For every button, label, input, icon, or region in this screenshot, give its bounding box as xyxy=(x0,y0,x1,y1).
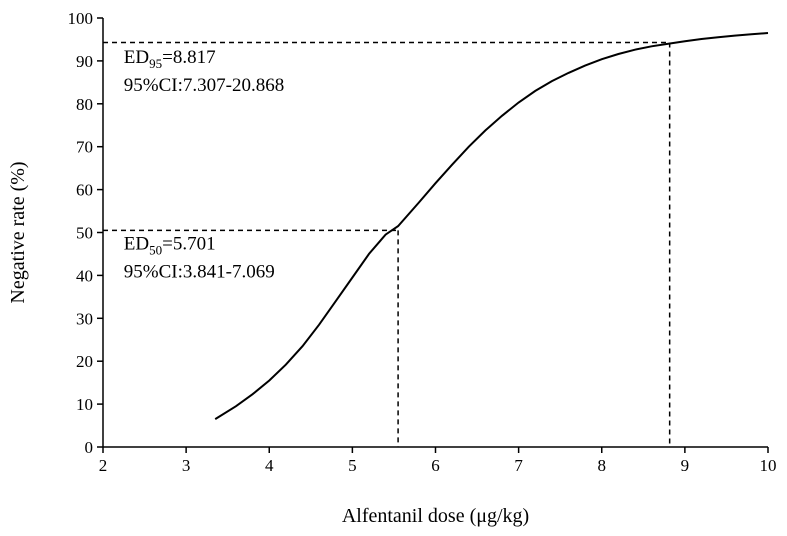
y-tick-label: 80 xyxy=(76,95,93,114)
x-tick-label: 7 xyxy=(514,456,523,475)
y-tick-label: 100 xyxy=(68,9,94,28)
ed-subscript: 50 xyxy=(149,243,162,258)
x-tick-label: 10 xyxy=(760,456,777,475)
axes: 2 3 4 5 6 7 8 9 10 0 10 20 30 40 50 60 70 80 90 100 xyxy=(68,9,777,475)
ed-prefix: ED xyxy=(124,234,149,255)
x-tick-label: 5 xyxy=(348,456,357,475)
x-tick-label: 9 xyxy=(681,456,690,475)
y-tick-label: 90 xyxy=(76,52,93,71)
ed-prefix: ED xyxy=(124,47,149,68)
y-tick-label: 10 xyxy=(76,395,93,414)
y-tick-label: 0 xyxy=(85,438,94,457)
ed-label: ED95=8.817 xyxy=(124,47,216,71)
y-tick-label: 20 xyxy=(76,352,93,371)
y-tick-label: 40 xyxy=(76,266,93,285)
y-axis-title: Negative rate (%) xyxy=(7,161,29,303)
x-tick-label: 2 xyxy=(99,456,108,475)
x-ticks: 2 3 4 5 6 7 8 9 10 xyxy=(99,447,777,475)
y-tick-label: 30 xyxy=(76,309,93,328)
y-tick-label: 70 xyxy=(76,138,93,157)
x-tick-label: 3 xyxy=(182,456,191,475)
ci-label: 95%CI:7.307-20.868 xyxy=(124,75,284,96)
x-tick-label: 8 xyxy=(598,456,607,475)
ed-value: =8.817 xyxy=(162,47,215,68)
x-tick-label: 4 xyxy=(265,456,274,475)
annotations: ED50=5.70195%CI:3.841-7.069ED95=8.81795%… xyxy=(124,47,284,283)
y-ticks: 0 10 20 30 40 50 60 70 80 90 100 xyxy=(68,9,103,457)
x-axis-title: Alfentanil dose (μg/kg) xyxy=(342,505,529,527)
x-tick-label: 6 xyxy=(431,456,440,475)
reference-lines xyxy=(103,41,671,447)
y-tick-label: 50 xyxy=(76,224,93,243)
ed-value: =5.701 xyxy=(162,234,215,255)
dose-response-curve xyxy=(214,32,769,420)
ed-label: ED50=5.701 xyxy=(124,234,216,258)
y-tick-label: 60 xyxy=(76,181,93,200)
ed-subscript: 95 xyxy=(149,56,162,71)
ci-label: 95%CI:3.841-7.069 xyxy=(124,262,275,283)
